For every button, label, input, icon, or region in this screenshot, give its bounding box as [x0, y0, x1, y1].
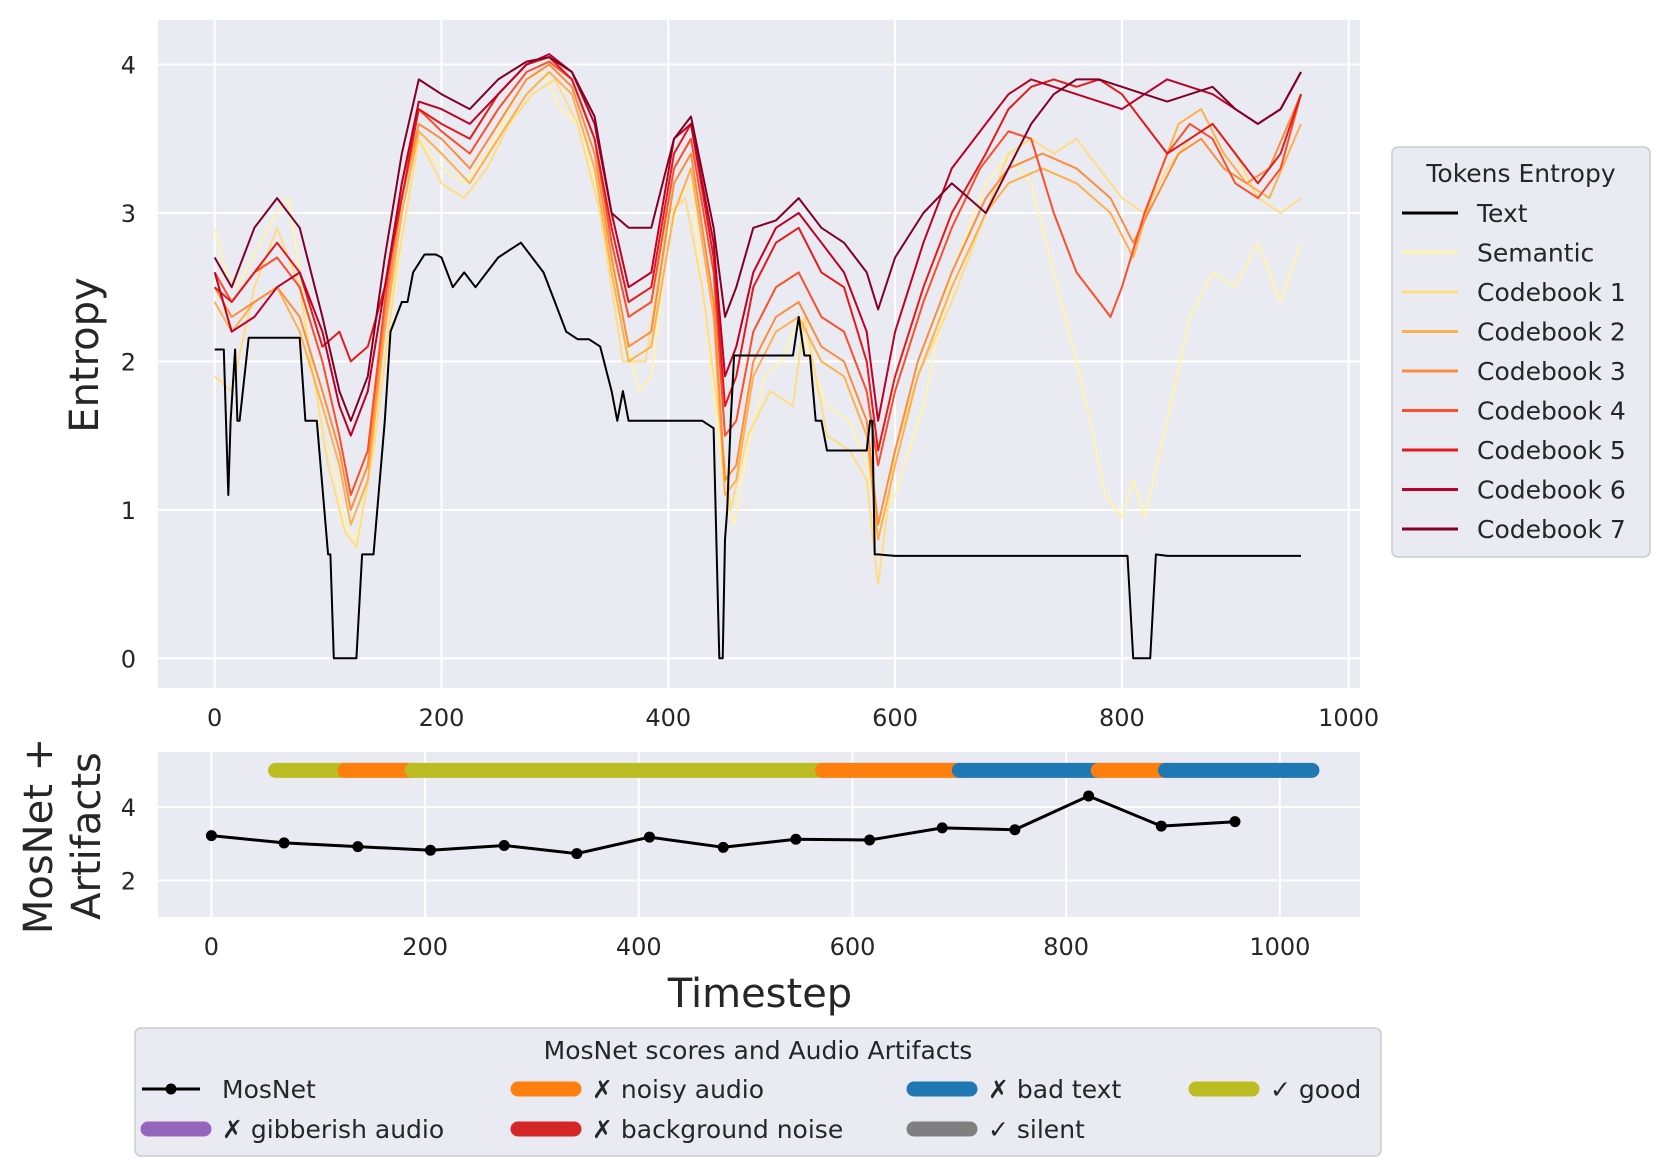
legend-label-codebook-4: Codebook 4	[1477, 397, 1626, 426]
mosnet-point	[278, 837, 290, 849]
legend-label-text: Text	[1476, 199, 1528, 228]
series-line-codebook-6	[213, 53, 1302, 437]
legend-label-codebook-6: Codebook 6	[1477, 476, 1626, 505]
mosnet-x-tick-label: 400	[616, 933, 662, 961]
series-line-codebook-3	[213, 63, 1302, 526]
legend-label-gibberish-audio: ✗ gibberish audio	[222, 1115, 444, 1144]
tokens-entropy-legend-box	[1391, 146, 1651, 558]
legend-label-codebook-3: Codebook 3	[1477, 357, 1626, 386]
tokens-entropy-legend-items: Text Semantic Codebook 1 Codebook 2 Codebook…	[1402, 199, 1626, 544]
mosnet-point	[571, 848, 583, 860]
legend-label-codebook-1: Codebook 1	[1477, 278, 1626, 307]
mosnet-panel: 0 200 400 600 800 1000 24 Timestep MosNet + A…	[16, 738, 1360, 1017]
legend-label-mosnet: MosNet	[222, 1075, 316, 1104]
mosnet-point	[205, 830, 217, 842]
mosnet-point	[424, 844, 436, 856]
entropy-x-tick-label: 800	[1099, 704, 1145, 732]
mosnet-artifacts-legend-box	[134, 1027, 1382, 1157]
entropy-x-tick-label: 400	[645, 704, 691, 732]
legend-swatch-marker-mosnet	[165, 1083, 177, 1095]
mosnet-x-tick-label: 800	[1043, 933, 1089, 961]
mosnet-point	[717, 841, 729, 853]
entropy-x-tick-label: 1000	[1318, 704, 1379, 732]
mosnet-y-tick-label: 2	[121, 867, 136, 895]
entropy-x-tick-label: 600	[872, 704, 918, 732]
legend-label-semantic: Semantic	[1477, 239, 1594, 268]
mosnet-y-axis-label-line1: MosNet +	[16, 738, 62, 934]
mosnet-point	[864, 834, 876, 846]
entropy-y-tick-label: 4	[121, 52, 136, 80]
tokens-entropy-legend: Tokens Entropy Text Semantic Codebook 1 Cod…	[1391, 146, 1651, 558]
mosnet-point	[1229, 816, 1241, 828]
entropy-x-tick-label: 200	[419, 704, 465, 732]
entropy-gridlines	[158, 20, 1360, 688]
legend-label-silent: ✓ silent	[988, 1115, 1085, 1144]
mosnet-x-tick-labels: 0 200 400 600 800 1000	[204, 933, 1311, 961]
legend-label-background-noise: ✗ background noise	[592, 1115, 843, 1144]
legend-label-codebook-7: Codebook 7	[1477, 515, 1626, 544]
legend-label-bad-text: ✗ bad text	[988, 1075, 1121, 1104]
mosnet-point	[790, 833, 802, 845]
series-line-text	[214, 241, 1301, 660]
series-line-codebook-4	[213, 60, 1302, 496]
mosnet-artifacts-legend-items: MosNet ✗ noisy audio ✗ bad text ✓ good ✗ gib…	[140, 1075, 1361, 1144]
legend-label-codebook-5: Codebook 5	[1477, 436, 1626, 465]
mosnet-point	[1155, 820, 1167, 832]
mosnet-artifacts-legend-title: MosNet scores and Audio Artifacts	[544, 1036, 973, 1065]
entropy-y-tick-label: 0	[121, 645, 136, 673]
mosnet-x-tick-label: 200	[402, 933, 448, 961]
entropy-y-tick-label: 1	[121, 497, 136, 525]
mosnet-y-axis-label-line2: Artifacts	[64, 752, 110, 920]
tokens-entropy-legend-title: Tokens Entropy	[1425, 159, 1615, 188]
mosnet-series	[205, 790, 1241, 860]
mosnet-point	[1009, 824, 1021, 836]
mosnet-point	[352, 841, 364, 853]
mosnet-plot-area	[158, 752, 1360, 917]
mosnet-point	[498, 840, 510, 851]
mosnet-point	[1083, 790, 1095, 802]
mosnet-y-tick-label: 4	[121, 794, 136, 822]
entropy-y-tick-label: 3	[121, 200, 136, 228]
timestep-x-axis-label: Timestep	[667, 971, 852, 1017]
mosnet-artifacts-legend: MosNet scores and Audio Artifacts MosNet…	[134, 1027, 1382, 1157]
entropy-y-tick-labels: 0 1 2 3 4	[121, 52, 136, 674]
entropy-y-tick-label: 2	[121, 348, 136, 376]
mosnet-x-tick-label: 1000	[1249, 933, 1310, 961]
mosnet-point	[936, 822, 948, 834]
legend-label-codebook-2: Codebook 2	[1477, 318, 1626, 347]
legend-label-noisy-audio: ✗ noisy audio	[592, 1075, 764, 1104]
mosnet-point	[643, 831, 655, 843]
entropy-y-axis-label: Entropy	[62, 277, 108, 432]
mosnet-x-tick-label: 0	[204, 933, 219, 961]
mosnet-y-tick-labels: 24	[121, 794, 136, 895]
series-line-codebook-7	[213, 56, 1302, 422]
entropy-x-tick-label: 0	[207, 704, 222, 732]
entropy-x-tick-labels: 0 200 400 600 800 1000	[207, 704, 1379, 732]
entropy-panel: 0 200 400 600 800 1000 0 1 2 3 4 Entropy	[62, 20, 1379, 732]
mosnet-gridlines	[158, 752, 1360, 917]
mosnet-x-tick-label: 600	[830, 933, 876, 961]
entropy-series-lines	[213, 53, 1302, 660]
legend-label-good: ✓ good	[1270, 1075, 1361, 1104]
entropy-plot-area	[158, 20, 1360, 688]
